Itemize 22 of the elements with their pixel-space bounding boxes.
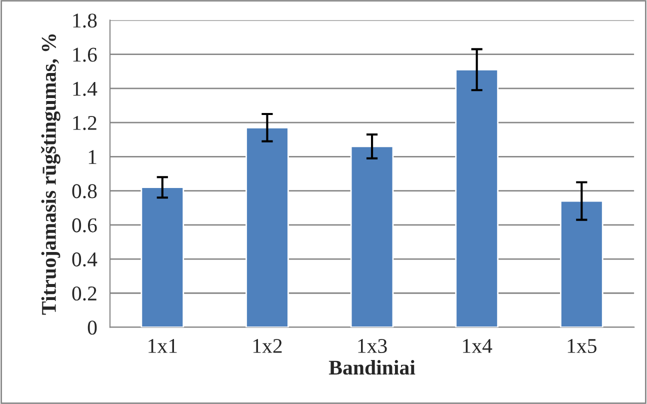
- y-tick-label: 0: [88, 320, 97, 335]
- y-tick-label: 0.4: [72, 252, 98, 267]
- x-axis-title: Bandiniai: [328, 360, 416, 375]
- y-tick-label: 1.8: [73, 14, 97, 28]
- y-axis-title: Titruojamasis rūgštingumas, %: [41, 34, 60, 315]
- y-tick-label: 1.2: [73, 116, 96, 130]
- x-tick-label: 1x1: [148, 339, 177, 353]
- bar: [350, 146, 394, 328]
- x-tick-label: 1x5: [568, 339, 596, 354]
- bar: [246, 126, 289, 328]
- x-tick-label: 1x4: [463, 339, 492, 353]
- x-tick-label: 1x2: [253, 339, 282, 353]
- y-tick-label: 1.4: [73, 82, 98, 96]
- x-tick-label: 1x3: [358, 339, 387, 354]
- y-tick-label: 0.6: [72, 218, 97, 232]
- bar: [140, 186, 184, 328]
- y-tick-label: 0.8: [72, 184, 97, 198]
- bar: [455, 68, 498, 328]
- bar: [560, 200, 604, 328]
- y-tick-label: 0.2: [72, 286, 96, 301]
- y-tick-label: 1.6: [73, 48, 97, 62]
- y-tick-label: 1: [88, 150, 96, 164]
